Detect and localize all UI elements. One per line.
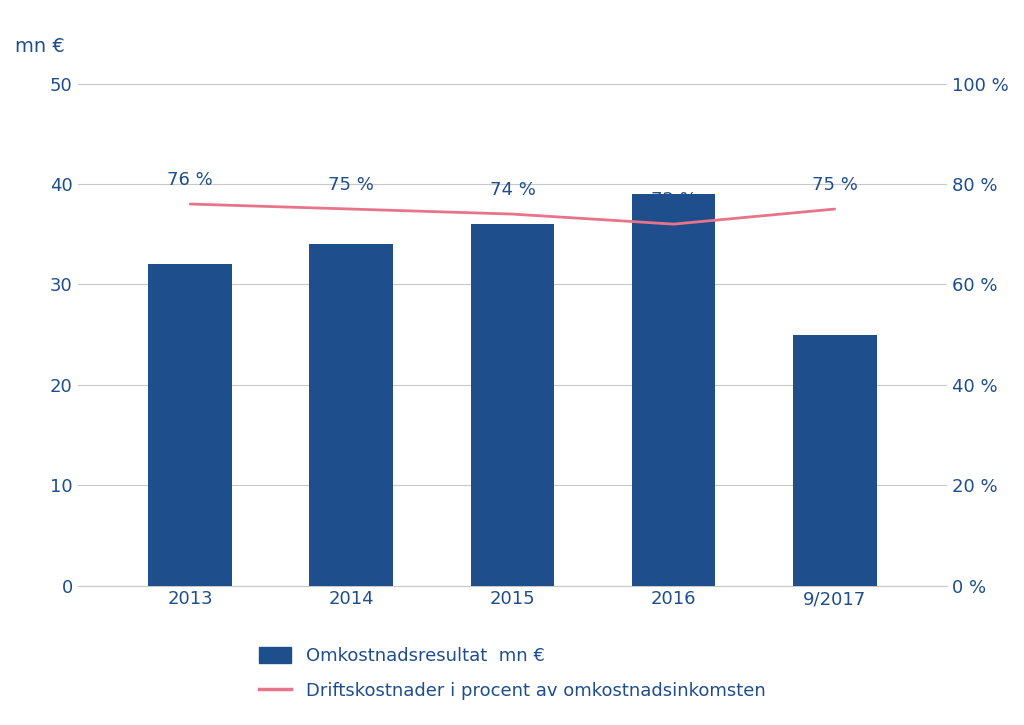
Text: 72 %: 72 % [650,191,696,209]
Text: 76 %: 76 % [167,171,213,189]
Bar [309,244,393,586]
Text: 75 %: 75 % [329,176,375,194]
Bar [148,265,232,586]
Text: 74 %: 74 % [489,181,536,199]
Text: mn €: mn € [15,37,65,56]
Bar [471,224,554,586]
Bar [793,334,877,586]
Legend: Omkostnadsresultat  mn €, Driftskostnader i procent av omkostnadsinkomsten: Omkostnadsresultat mn €, Driftskostnader… [250,638,774,709]
Text: 75 %: 75 % [812,176,857,194]
Bar [632,194,716,586]
